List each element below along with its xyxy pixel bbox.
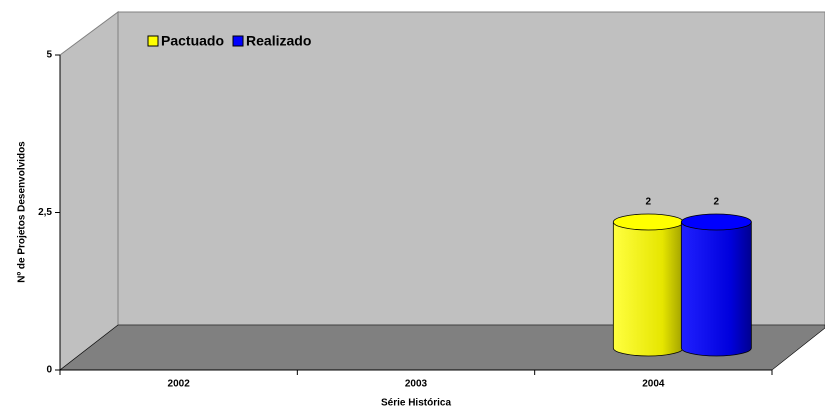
y-axis-title: Nº de Projetos Desenvolvidos bbox=[17, 141, 28, 283]
cylinder-top bbox=[680, 213, 752, 231]
value-label: 2 bbox=[714, 197, 720, 208]
legend-label: Pactuado bbox=[161, 33, 224, 49]
x-tick-label: 2002 bbox=[168, 379, 191, 390]
legend-label: Realizado bbox=[246, 33, 311, 49]
x-tick-label: 2003 bbox=[405, 379, 428, 390]
y-tick-label: 5 bbox=[46, 50, 52, 61]
cylinder bbox=[680, 221, 752, 357]
y-tick-label: 0 bbox=[46, 365, 52, 376]
legend-swatch bbox=[147, 35, 159, 47]
x-tick-label: 2004 bbox=[642, 379, 665, 390]
cylinder bbox=[612, 221, 684, 357]
value-label: 2 bbox=[646, 197, 652, 208]
cylinder-top bbox=[612, 213, 684, 231]
x-axis-title: Série Histórica bbox=[381, 398, 451, 409]
side-wall bbox=[59, 11, 119, 372]
y-tick-label: 2,5 bbox=[38, 207, 52, 218]
legend-swatch bbox=[232, 35, 244, 47]
legend: Pactuado Realizado bbox=[147, 33, 311, 49]
